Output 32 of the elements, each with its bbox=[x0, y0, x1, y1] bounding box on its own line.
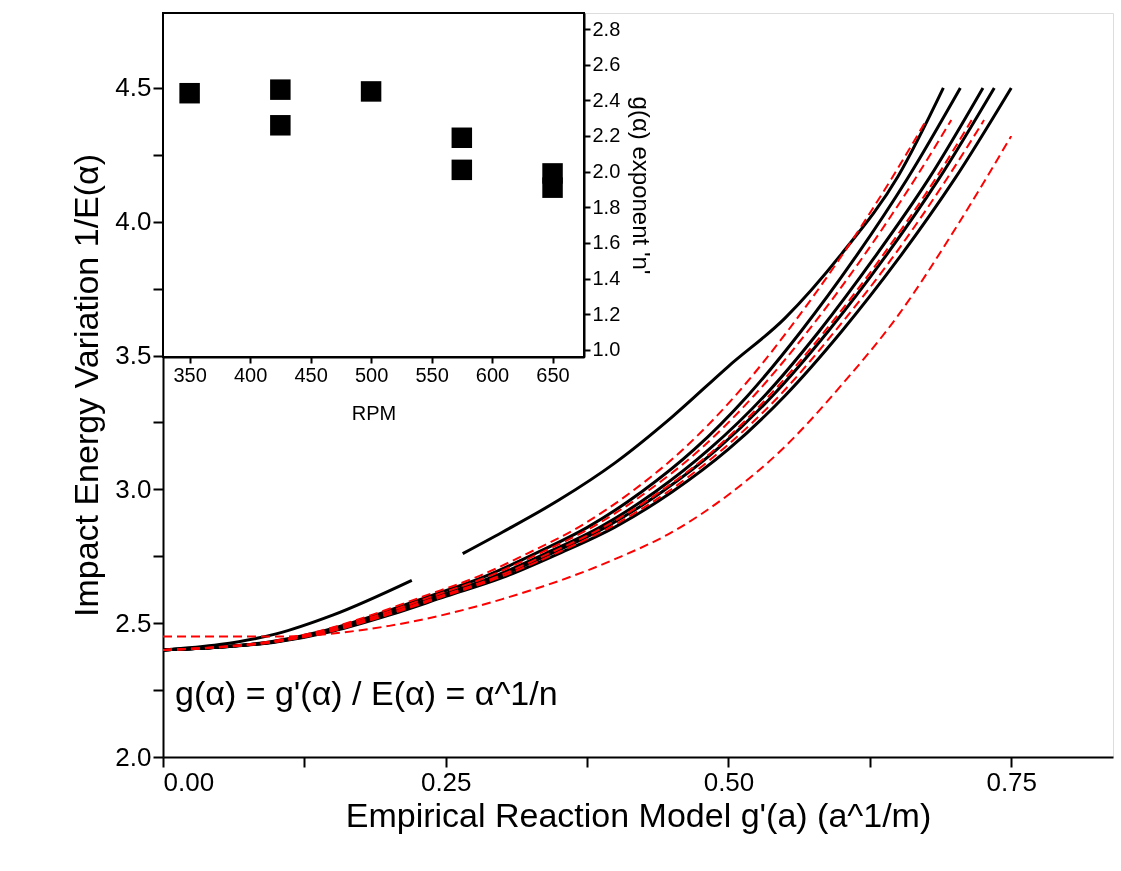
y-tick-label: 3.0 bbox=[115, 473, 152, 504]
x-tick-label: 0.25 bbox=[420, 766, 472, 797]
y-tick-label: 3.5 bbox=[115, 340, 152, 371]
y-axis-title: g(α) exponent 'n' bbox=[628, 96, 656, 275]
y-tick-label: 1.2 bbox=[592, 302, 621, 325]
x-axis-title: Empirical Reaction Model g'(a) (a^1/m) bbox=[345, 795, 932, 834]
y-tick-label: 2.0 bbox=[115, 741, 152, 772]
y-tick-label: 2.0 bbox=[592, 160, 621, 183]
x-tick-label: 400 bbox=[233, 363, 268, 386]
y-tick-label: 4.5 bbox=[115, 72, 152, 103]
y-tick-label: 1.0 bbox=[592, 338, 621, 361]
y-tick-label: 1.8 bbox=[592, 195, 621, 218]
x-tick-label: 350 bbox=[173, 363, 207, 386]
y-tick-label: 1.6 bbox=[592, 231, 621, 254]
annotation: g(α) = g'(α) / E(α) = α^1/n bbox=[175, 674, 558, 712]
y-tick-label: 1.4 bbox=[592, 267, 621, 290]
y-tick-label: 2.8 bbox=[592, 17, 621, 40]
y-tick-label: 4.0 bbox=[115, 206, 152, 237]
y-tick-label: 2.2 bbox=[592, 124, 621, 147]
x-tick-label: 0.00 bbox=[163, 766, 215, 797]
x-axis-title: RPM bbox=[351, 401, 397, 424]
x-tick-label: 0.50 bbox=[703, 766, 755, 797]
x-tick-label: 0.75 bbox=[986, 766, 1038, 797]
y-tick-label: 2.4 bbox=[592, 88, 621, 111]
y-tick-label: 2.5 bbox=[115, 607, 152, 638]
x-tick-label: 450 bbox=[294, 363, 328, 386]
y-tick-label: 2.6 bbox=[592, 53, 621, 76]
x-tick-label: 550 bbox=[415, 363, 449, 386]
x-tick-label: 500 bbox=[354, 363, 389, 386]
x-tick-label: 650 bbox=[536, 363, 570, 386]
x-tick-label: 600 bbox=[475, 363, 510, 386]
y-axis-title: Impact Energy Variation 1/E(α) bbox=[67, 153, 106, 618]
